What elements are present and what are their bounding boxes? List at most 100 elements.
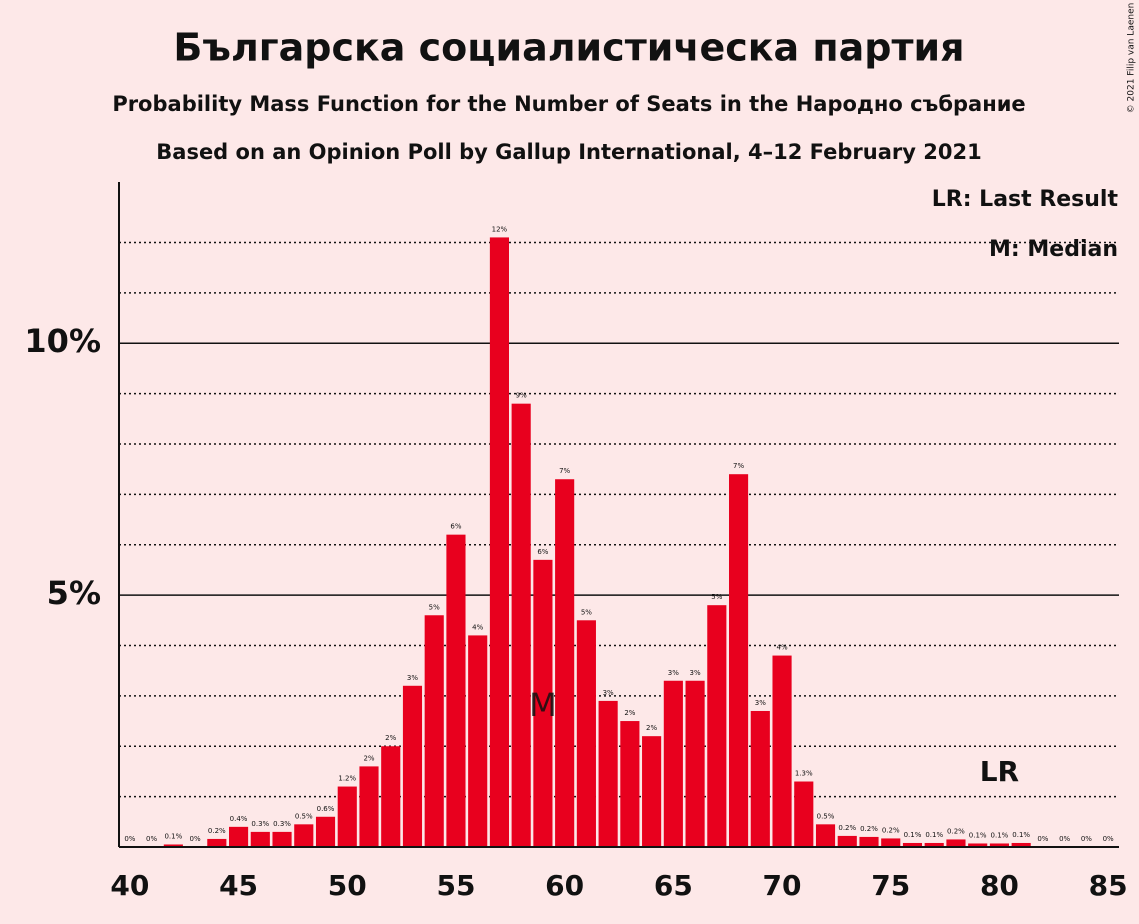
bar [402,685,423,847]
value-label: 0.3% [251,820,269,828]
value-label: 9% [516,392,527,400]
value-label: 12% [492,225,508,233]
value-label: 5% [581,608,592,616]
bar [272,831,292,847]
copyright: © 2021 Filip van Laenen [1127,3,1137,114]
bar [750,710,770,847]
value-label: 0.2% [882,826,900,834]
bar [968,843,988,847]
bar [794,781,814,847]
x-tick-label: 45 [219,869,258,902]
value-label: 0.2% [208,827,226,835]
value-label: 0.1% [969,831,987,839]
bar [859,836,879,847]
bar [489,237,509,847]
value-label: 3% [755,699,766,707]
chart-subtitle: Probability Mass Function for the Number… [112,92,1025,116]
x-tick-label: 55 [436,869,475,902]
x-tick-label: 40 [110,869,149,902]
bar [642,736,662,847]
value-label: 4% [776,644,787,652]
bar [707,605,727,847]
bar [772,655,792,847]
value-label: 5% [429,603,440,611]
legend-entry: LR: Last Result [932,187,1119,212]
value-label: 4% [472,623,483,631]
value-label: 0.5% [295,812,313,820]
value-label: 0% [1037,835,1048,843]
last-result-marker: LR [980,755,1019,788]
legend-entry: M: Median [989,237,1118,262]
x-tick-label: 65 [654,869,693,902]
x-tick-label: 50 [328,869,367,902]
value-label: 3% [603,689,614,697]
value-label: 1.3% [795,770,813,778]
value-label: 0.2% [947,827,965,835]
bar [881,838,901,847]
value-label: 2% [624,709,635,717]
bar [250,831,270,847]
value-label: 0.4% [230,815,248,823]
value-label: 7% [559,467,570,475]
bar [533,559,553,847]
value-label: 0% [124,835,135,843]
value-label: 0.6% [317,805,335,813]
bar [229,826,249,847]
value-label: 0% [146,835,157,843]
bar [924,842,944,847]
bar [946,839,966,847]
bar [815,824,836,847]
value-label: 0% [1103,835,1114,843]
x-tick-label: 70 [763,869,802,902]
y-tick-label: 5% [47,574,101,612]
value-label: 0.1% [904,831,922,839]
bar [381,746,401,847]
value-label: 0% [190,835,201,843]
bar [576,620,596,847]
bar [1011,842,1031,847]
bar [359,766,379,847]
chart-title: Българска социалистическа партия [173,26,964,70]
bar [446,534,466,847]
value-label: 0.3% [273,820,291,828]
value-label: 6% [537,548,548,556]
y-tick-label: 10% [24,322,101,360]
value-label: 3% [668,669,679,677]
value-label: 0.2% [838,824,856,832]
bar [598,700,618,847]
x-tick-label: 60 [545,869,584,902]
bar [729,474,749,847]
x-tick-label: 85 [1089,869,1128,902]
bar [468,635,488,847]
median-marker: M [529,686,557,724]
bar [207,838,227,847]
value-label: 0.1% [164,832,182,840]
bar [902,842,923,847]
bar [163,844,183,847]
value-label: 2% [363,754,374,762]
bar [294,824,314,847]
value-label: 3% [690,669,701,677]
value-label: 0.1% [1012,831,1030,839]
value-label: 2% [385,734,396,742]
bar [315,816,336,847]
value-label: 0% [1059,835,1070,843]
value-label: 0% [1081,835,1092,843]
bar [337,786,357,847]
value-label: 3% [407,674,418,682]
value-label: 0.1% [925,831,943,839]
value-label: 1.2% [338,775,356,783]
bar [555,479,575,847]
value-label: 2% [646,724,657,732]
value-label: 7% [733,462,744,470]
value-label: 0.2% [860,825,878,833]
chart-subtitle: Based on an Opinion Poll by Gallup Inter… [156,140,981,164]
x-tick-label: 80 [980,869,1019,902]
value-label: 6% [450,523,461,531]
bar [685,680,705,847]
x-tick-label: 75 [871,869,910,902]
bar [424,615,444,847]
bar [511,403,531,847]
bar [989,843,1009,847]
